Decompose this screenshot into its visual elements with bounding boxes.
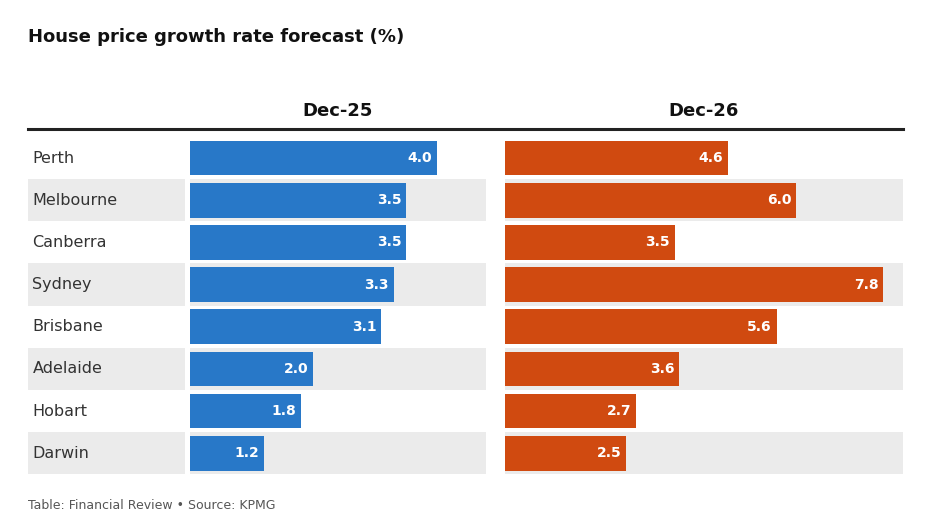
Bar (505, 264, 903, 306)
Bar (190, 306, 486, 348)
Bar (505, 348, 903, 390)
Bar (190, 179, 486, 221)
Bar (190, 436, 264, 471)
Text: Darwin: Darwin (32, 446, 89, 461)
Bar (505, 436, 626, 471)
Bar (28, 137, 185, 179)
Bar (505, 394, 636, 428)
Bar (28, 348, 185, 390)
Text: 3.1: 3.1 (352, 320, 377, 334)
Bar (28, 306, 185, 348)
Text: 2.7: 2.7 (607, 404, 632, 418)
Text: 3.5: 3.5 (645, 236, 670, 249)
Text: Brisbane: Brisbane (32, 319, 103, 334)
Bar (505, 352, 680, 386)
Bar (505, 309, 777, 344)
Bar (28, 264, 185, 306)
Bar (28, 390, 185, 432)
Bar (505, 390, 903, 432)
Text: Perth: Perth (32, 151, 74, 165)
Text: 6.0: 6.0 (767, 193, 792, 207)
Text: 3.3: 3.3 (365, 278, 389, 291)
Text: 2.0: 2.0 (284, 362, 308, 376)
Bar (190, 141, 437, 175)
Text: 1.2: 1.2 (234, 446, 259, 460)
Text: Canberra: Canberra (32, 235, 106, 250)
Bar (190, 137, 486, 179)
Text: 5.6: 5.6 (747, 320, 772, 334)
Text: Adelaide: Adelaide (32, 362, 102, 376)
Bar (190, 225, 406, 260)
Bar (190, 352, 313, 386)
Text: 7.8: 7.8 (854, 278, 879, 291)
Text: 3.6: 3.6 (650, 362, 675, 376)
Text: House price growth rate forecast (%): House price growth rate forecast (%) (28, 28, 404, 46)
Bar (505, 137, 903, 179)
Text: Hobart: Hobart (32, 404, 87, 418)
Bar (190, 390, 486, 432)
Bar (505, 225, 675, 260)
Bar (505, 141, 728, 175)
Bar (190, 264, 486, 306)
Text: 2.5: 2.5 (596, 446, 621, 460)
Bar (190, 348, 486, 390)
Bar (505, 183, 796, 218)
Bar (190, 432, 486, 474)
Text: Melbourne: Melbourne (32, 193, 118, 208)
Text: Sydney: Sydney (32, 277, 92, 292)
Bar (28, 179, 185, 221)
Bar (505, 267, 883, 302)
Bar (190, 221, 486, 264)
Bar (190, 394, 301, 428)
Bar (190, 183, 406, 218)
Text: 3.5: 3.5 (377, 236, 401, 249)
Bar (505, 221, 903, 264)
Bar (190, 309, 382, 344)
Bar (505, 432, 903, 474)
Text: 4.6: 4.6 (699, 151, 723, 165)
Text: Dec-25: Dec-25 (303, 102, 373, 120)
Text: 1.8: 1.8 (271, 404, 296, 418)
Bar (505, 306, 903, 348)
Text: 4.0: 4.0 (407, 151, 432, 165)
Bar (190, 267, 394, 302)
Bar (28, 432, 185, 474)
Text: 3.5: 3.5 (377, 193, 401, 207)
Bar (505, 179, 903, 221)
Text: Table: Financial Review • Source: KPMG: Table: Financial Review • Source: KPMG (28, 500, 275, 512)
Bar (28, 221, 185, 264)
Text: Dec-26: Dec-26 (669, 102, 739, 120)
